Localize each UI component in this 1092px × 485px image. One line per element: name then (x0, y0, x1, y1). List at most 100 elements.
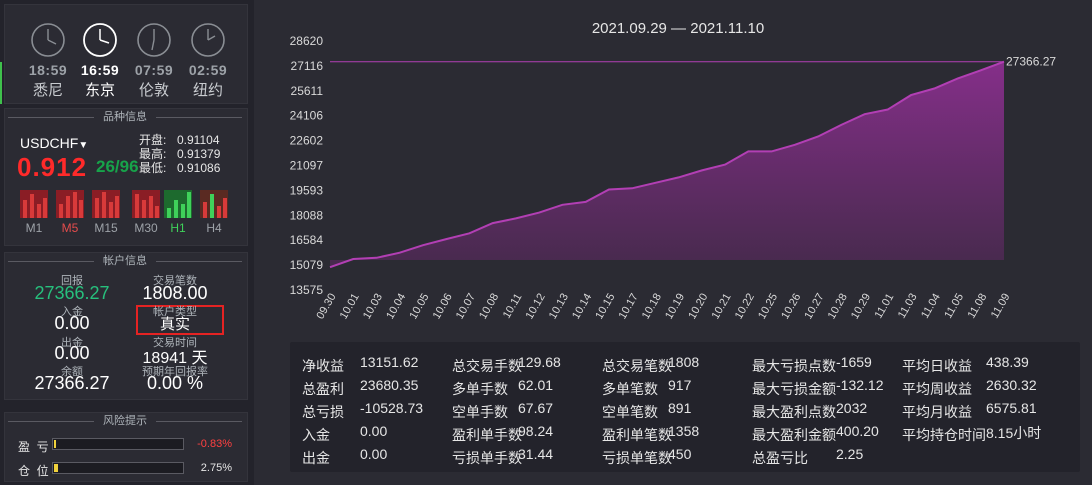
x-tick-label: 10.28 (826, 292, 850, 322)
timeframe-label: M30 (134, 221, 158, 235)
timeframe-h1[interactable]: H1 (164, 190, 192, 235)
stat-label: 出金 (302, 450, 330, 466)
clock-london[interactable]: 07:59 伦敦 (134, 22, 174, 100)
symbol-price: 0.912 (17, 152, 88, 182)
stat-label: 平均持仓时间 (902, 427, 986, 443)
stat-value: -132.12 (836, 377, 884, 393)
position-value: 2.75% (200, 462, 232, 474)
clock-icon (191, 23, 225, 57)
trades-value: 1808.00 (142, 283, 208, 303)
timeframe-m1[interactable]: M1 (20, 190, 48, 235)
stat-label: 总亏损 (302, 404, 344, 420)
x-tick-label: 10.08 (477, 292, 501, 322)
x-tick-label: 10.14 (570, 292, 594, 322)
x-tick-label: 10.15 (593, 292, 617, 322)
deposit-label: 入金 (61, 306, 83, 318)
timeframe-h4[interactable]: H4 (200, 190, 228, 235)
trade-time-value: 18941 天 (142, 350, 208, 367)
stat-label: 盈利单手数 (452, 427, 522, 443)
equity-line (329, 60, 1005, 269)
stat-label: 平均月收益 (902, 404, 972, 420)
account-type-highlight (136, 305, 224, 335)
clock-icon (83, 23, 117, 57)
clock-city: 悉尼 (32, 82, 63, 99)
symbol-selector[interactable]: USDCHF▼ (20, 135, 88, 151)
candle-thumbnail (200, 190, 228, 218)
stat-label: 最大亏损金额 (752, 381, 836, 397)
y-tick-label: 18088 (290, 208, 324, 222)
timeframe-label: H1 (170, 221, 186, 235)
clock-city: 东京 (84, 82, 115, 99)
clock-city: 伦敦 (138, 82, 169, 99)
clock-time: 07:59 (134, 62, 174, 78)
x-tick-label: 10.21 (710, 292, 734, 322)
chart-title: 2021.09.29 — 2021.11.10 (592, 20, 764, 37)
stat-label: 净收益 (302, 358, 344, 374)
stat-value: 0.00 (360, 423, 388, 439)
timeframe-m5[interactable]: M5 (56, 190, 84, 235)
timeframe-label: H4 (206, 221, 222, 235)
timeframe-m30[interactable]: M30 (132, 190, 160, 235)
stat-label: 总交易笔数 (602, 358, 672, 374)
open-label: 开盘: (139, 133, 167, 147)
stat-label: 空单手数 (452, 404, 508, 420)
main-content: 2021.09.29 — 2021.11.10 28620 27116 25611 2… (254, 0, 1092, 485)
y-tick-label: 25611 (291, 84, 324, 98)
x-tick-label: 11.04 (919, 292, 943, 321)
clock-city: 纽约 (192, 82, 223, 99)
x-tick-label: 11.01 (873, 292, 897, 321)
timeframe-label: M15 (94, 221, 118, 235)
account-panel-title: 帐户信息 (0, 254, 250, 268)
symbol-info-panel (4, 108, 248, 246)
stat-value: 0.00 (360, 446, 388, 462)
x-tick-label: 10.19 (663, 292, 687, 322)
account-type-value: 真实 (159, 316, 190, 333)
stat-label: 入金 (302, 427, 330, 443)
stat-value: 62.01 (518, 377, 554, 393)
x-tick-label: 10.26 (779, 292, 803, 322)
stat-label: 亏损单笔数 (602, 450, 672, 466)
x-tick-label: 10.25 (756, 292, 780, 322)
clock-time: 18:59 (28, 62, 68, 78)
stat-value: 6575.81 (986, 400, 1037, 416)
equity-area (330, 61, 1004, 268)
stat-value: -10528.73 (360, 400, 424, 416)
x-tick-label: 10.18 (640, 292, 664, 322)
plot-area: 27366.27 (329, 55, 1056, 269)
last-value-label: 27366.27 (1006, 55, 1056, 69)
x-tick-label: 10.22 (733, 292, 757, 322)
stat-value: 1358 (668, 423, 700, 439)
x-tick-label: 10.05 (407, 292, 431, 322)
timeframe-m15[interactable]: M15 (92, 190, 120, 235)
profit-loss-value: -0.83% (197, 438, 232, 450)
x-tick-label: 10.13 (547, 292, 571, 322)
stat-label: 平均日收益 (902, 358, 972, 374)
clock-icon (137, 23, 171, 57)
x-tick-label: 10.17 (617, 292, 641, 322)
x-tick-label: 10.20 (686, 292, 710, 322)
withdraw-label: 出金 (61, 337, 83, 349)
y-axis: 28620 27116 25611 24106 22602 21097 19593 18088… (290, 34, 324, 297)
x-tick-label: 10.07 (454, 292, 478, 322)
stat-value: 438.39 (986, 354, 1029, 370)
deposit-value: 0.00 (54, 313, 90, 333)
low-label: 最低: (139, 161, 167, 175)
clock-tokyo[interactable]: 16:59 东京 (80, 22, 120, 100)
y-tick-label: 22602 (290, 134, 324, 148)
symbol-name: USDCHF (20, 135, 79, 151)
x-tick-label: 10.06 (431, 292, 455, 322)
statistics-panel: 净收益 13151.62 总盈利 23680.35 总亏损 -10528.73 入金 0.00… (290, 342, 1080, 472)
clock-sydney[interactable]: 18:59 悉尼 (28, 22, 68, 100)
return-label: 回报 (61, 275, 83, 287)
x-tick-label: 11.05 (942, 292, 966, 321)
profit-loss-bar (52, 438, 184, 450)
stat-label: 总交易手数 (452, 358, 522, 374)
stat-value: 8.15小时 (986, 425, 1042, 441)
clock-newyork[interactable]: 02:59 纽约 (188, 22, 228, 100)
x-tick-label: 11.03 (896, 292, 920, 321)
stat-value: 450 (668, 446, 692, 462)
return-value: 27366.27 (34, 283, 110, 303)
x-tick-label: 11.09 (989, 292, 1013, 321)
stat-value: 31.44 (518, 446, 554, 462)
symbol-change: 26/96 (96, 157, 139, 176)
